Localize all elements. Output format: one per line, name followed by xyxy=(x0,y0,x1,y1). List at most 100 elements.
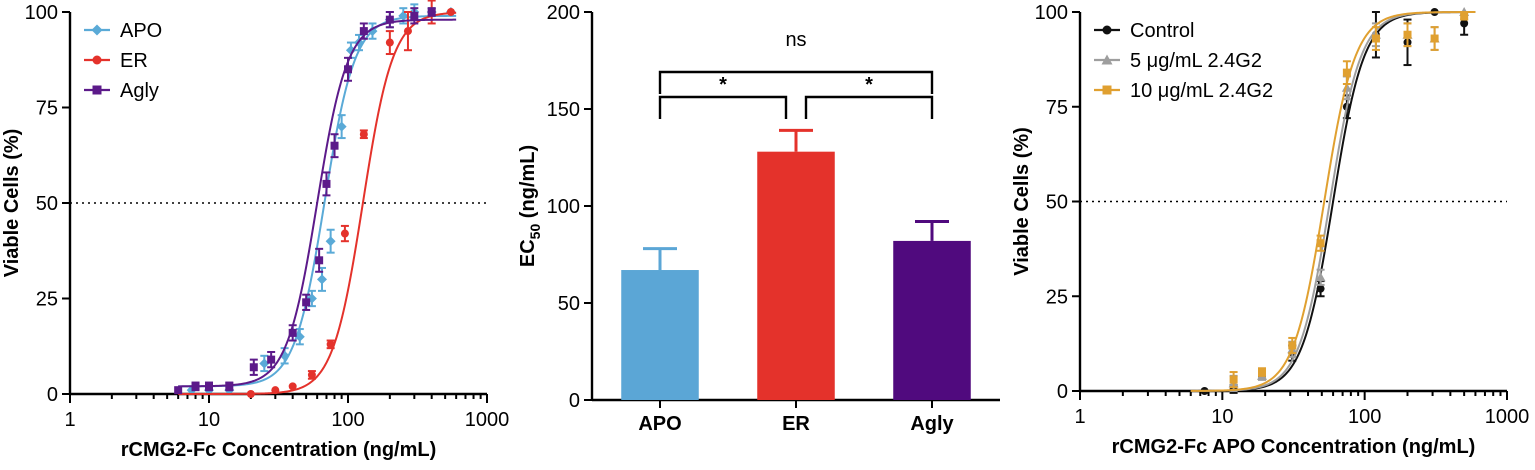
legend: Control 5 μg/mL 2.4G2 10 μg/mL 2.4G2 xyxy=(1094,20,1273,102)
x-tick-label: 100 xyxy=(331,409,364,431)
bar-er xyxy=(757,151,835,400)
y-axis-label-sub: 50 xyxy=(527,224,543,240)
data-point xyxy=(1460,19,1469,28)
y-tick-label: 0 xyxy=(1057,381,1068,403)
data-point xyxy=(288,382,297,391)
data-point xyxy=(271,386,280,395)
x-tick-label: APO xyxy=(638,413,681,435)
significance-label: ns xyxy=(785,29,806,51)
x-tick-label: 1000 xyxy=(1485,406,1530,428)
y-axis-label: Viable Cells (%) xyxy=(1011,127,1033,276)
series-10-g-ml-2-4g2 xyxy=(1190,11,1476,392)
y-tick-label: 150 xyxy=(547,99,580,121)
bar-apo xyxy=(621,270,699,400)
data-point xyxy=(1430,34,1439,43)
legend-marker xyxy=(1102,25,1112,35)
x-tick-label: ER xyxy=(782,413,810,435)
data-point xyxy=(294,331,305,342)
significance-label: * xyxy=(719,74,727,96)
x-tick-label: 100 xyxy=(1348,406,1381,428)
significance-bracket: * xyxy=(804,74,934,119)
data-point xyxy=(359,130,368,139)
data-point xyxy=(446,8,455,16)
chart-a: 0 25 50 75 100 1 10 100 1000 rCMG2-Fc Concentrati… xyxy=(1,0,510,461)
data-point xyxy=(1258,368,1267,377)
data-point xyxy=(385,38,394,47)
y-tick-label: 100 xyxy=(547,196,580,218)
data-point xyxy=(326,340,335,349)
data-point xyxy=(427,8,436,16)
data-point xyxy=(340,229,349,238)
y-tick-label: 0 xyxy=(569,390,580,412)
y-tick-label: 75 xyxy=(36,98,58,120)
data-point xyxy=(322,179,331,188)
legend: APO ER Agly xyxy=(84,20,162,102)
data-point xyxy=(249,363,258,372)
data-point xyxy=(225,382,234,391)
significance-bracket: * xyxy=(658,74,788,119)
chart-c: 0 25 50 75 100 1 10 100 1000 rCMG2-Fc APO Concent… xyxy=(1011,2,1529,458)
data-point xyxy=(1371,34,1380,43)
data-point xyxy=(191,382,200,391)
data-point xyxy=(345,45,356,56)
legend-label: Control xyxy=(1130,20,1194,42)
x-tick-label: 1 xyxy=(1074,406,1085,428)
legend-label: APO xyxy=(120,20,162,42)
y-axis-label: EC50 (ng/mL) xyxy=(517,145,543,267)
legend-label: 5 μg/mL 2.4G2 xyxy=(1130,50,1262,72)
data-point xyxy=(174,386,183,395)
data-point xyxy=(1288,341,1297,350)
y-tick-label: 75 xyxy=(1046,97,1068,119)
data-point xyxy=(315,256,324,265)
data-point xyxy=(1315,272,1326,282)
x-tick-label: 10 xyxy=(198,409,220,431)
data-point xyxy=(302,298,311,307)
legend-label: ER xyxy=(120,50,148,72)
data-point xyxy=(1316,284,1325,293)
bracket-line xyxy=(658,70,934,94)
data-point xyxy=(288,328,297,337)
series-agly xyxy=(174,7,457,395)
data-point xyxy=(316,274,327,285)
y-tick-label: 50 xyxy=(36,193,58,215)
data-point xyxy=(307,370,316,379)
data-point xyxy=(330,141,339,150)
y-axis-label: Viable Cells (%) xyxy=(1,129,23,278)
bracket-line xyxy=(658,95,788,119)
significance-bracket: ns xyxy=(658,29,934,94)
data-point xyxy=(1316,239,1325,248)
data-point xyxy=(398,10,409,21)
legend-marker xyxy=(1102,85,1112,95)
data-point xyxy=(403,27,412,36)
data-point xyxy=(336,121,347,132)
y-tick-label: 25 xyxy=(1046,286,1068,308)
data-point xyxy=(385,15,394,24)
data-point xyxy=(1403,30,1412,39)
x-tick-label: Agly xyxy=(910,413,954,435)
legend-marker xyxy=(91,24,103,36)
bar-agly xyxy=(893,240,971,400)
y-tick-label: 0 xyxy=(47,384,58,406)
data-point xyxy=(359,27,368,36)
y-tick-label: 100 xyxy=(25,2,58,24)
y-tick-label: 50 xyxy=(558,293,580,315)
y-axis-label-rest: (ng/mL) xyxy=(517,145,539,224)
legend-label: Agly xyxy=(120,80,159,102)
y-axis-label-main: EC xyxy=(517,239,539,267)
significance-label: * xyxy=(865,74,873,96)
legend-label: 10 μg/mL 2.4G2 xyxy=(1130,80,1273,102)
legend-marker xyxy=(92,55,102,65)
legend-marker xyxy=(1101,54,1113,65)
y-tick-label: 200 xyxy=(547,2,580,24)
data-point xyxy=(410,11,419,20)
x-tick-label: 1000 xyxy=(465,409,510,431)
legend-marker xyxy=(92,85,102,95)
bracket-line xyxy=(804,95,934,119)
data-point xyxy=(367,26,378,37)
fit-curve xyxy=(178,18,457,388)
x-tick-label: 10 xyxy=(1211,406,1233,428)
data-point xyxy=(267,355,276,364)
x-axis-label: rCMG2-Fc Concentration (ng/mL) xyxy=(121,439,437,461)
